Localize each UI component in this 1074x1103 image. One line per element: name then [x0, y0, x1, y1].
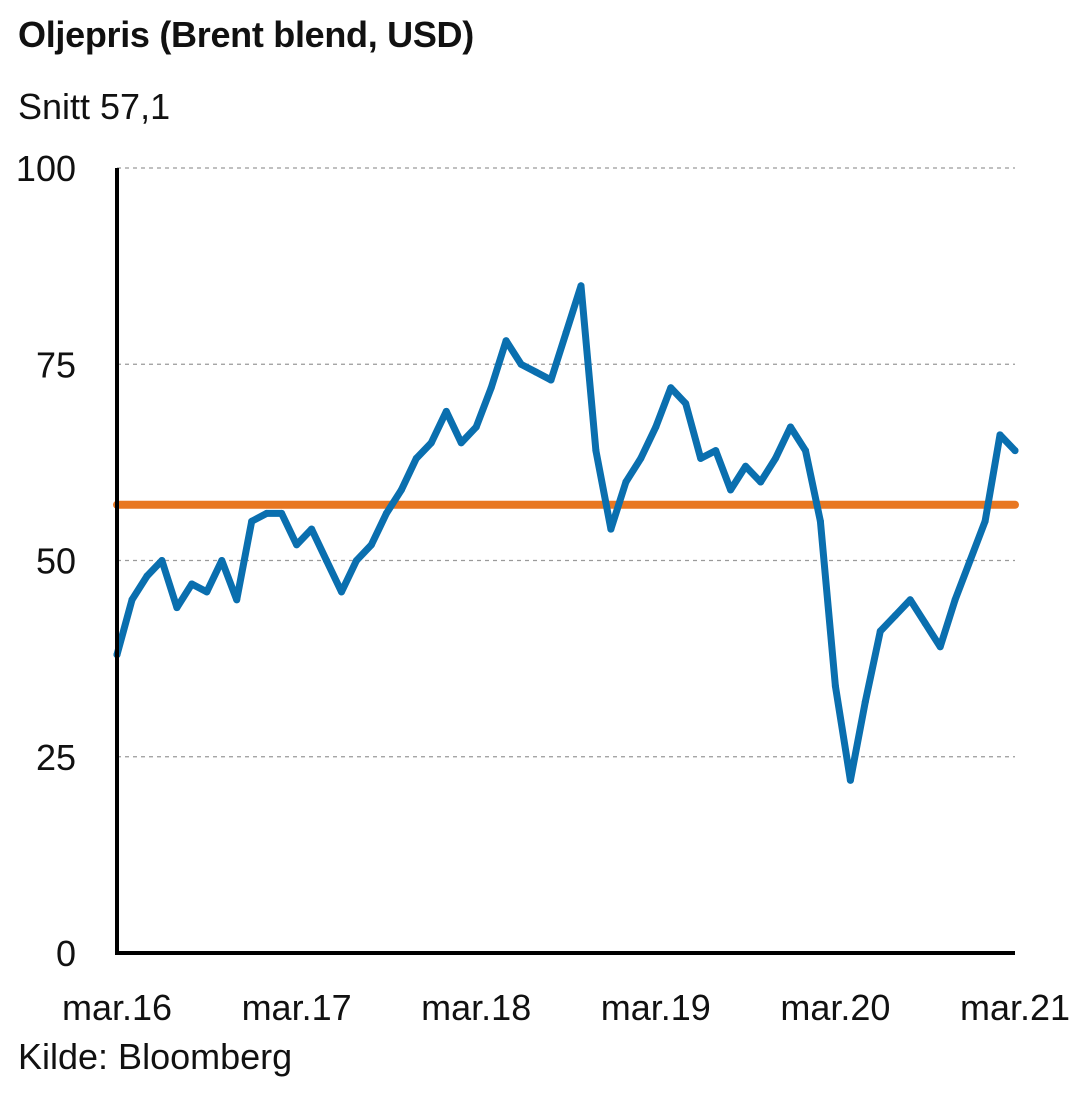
data-point [397, 486, 405, 494]
data-point [427, 439, 435, 447]
data-point [846, 776, 854, 784]
data-point [278, 509, 286, 517]
data-point [802, 447, 809, 455]
data-point [936, 643, 944, 651]
data-point [188, 580, 196, 588]
x-tick-label: mar.17 [242, 987, 352, 1028]
series-group [113, 282, 1019, 784]
data-point [592, 447, 600, 455]
data-point [772, 454, 779, 462]
data-point [263, 509, 271, 517]
y-tick-label: 50 [36, 541, 76, 582]
data-point [742, 462, 750, 470]
data-point [233, 596, 241, 604]
data-point [622, 478, 630, 486]
data-point [1011, 447, 1019, 455]
data-point [457, 439, 465, 447]
data-point [442, 407, 450, 415]
data-point [323, 557, 330, 564]
chart-subtitle-average: Snitt 57,1 [18, 86, 171, 127]
data-point [293, 541, 301, 549]
grid-lines [117, 167, 1015, 758]
data-point [831, 682, 839, 690]
x-axis-ticks: mar.16 mar.17 mar.18 mar.19 mar.20 mar.21 [62, 987, 1070, 1028]
data-point [353, 557, 360, 564]
data-point [637, 454, 645, 462]
y-axis-ticks: 0 25 50 75 100 [16, 148, 76, 974]
data-point [308, 525, 316, 533]
data-point [248, 517, 256, 525]
data-point [727, 486, 735, 494]
x-tick-label: mar.18 [421, 987, 531, 1028]
data-point [981, 517, 989, 525]
data-point [697, 454, 705, 462]
data-point [367, 541, 375, 549]
data-point [607, 525, 615, 533]
y-tick-label: 100 [16, 148, 76, 189]
axes [115, 168, 1015, 955]
x-tick-label: mar.21 [960, 987, 1070, 1028]
data-point [577, 282, 585, 290]
chart-title: Oljepris (Brent blend, USD) [18, 14, 474, 55]
y-tick-label: 0 [56, 933, 76, 974]
brent-price-line [113, 282, 1019, 784]
y-tick-label: 25 [36, 737, 76, 778]
chart-source: Kilde: Bloomberg [18, 1036, 293, 1077]
data-point [532, 368, 540, 376]
data-point [861, 698, 869, 706]
data-point [203, 588, 211, 596]
data-point [517, 360, 525, 368]
data-point [652, 423, 660, 431]
data-point [757, 478, 765, 486]
data-point [682, 400, 690, 407]
data-point [562, 329, 570, 337]
data-point [128, 596, 136, 604]
data-point [338, 588, 345, 596]
data-point [547, 376, 555, 384]
y-tick-label: 75 [36, 344, 76, 385]
data-point [412, 454, 420, 462]
data-point [158, 557, 166, 564]
data-point [487, 384, 495, 392]
data-point [787, 423, 794, 431]
data-point [996, 431, 1004, 439]
data-point [876, 627, 884, 635]
data-point [472, 423, 480, 431]
x-tick-label: mar.16 [62, 987, 172, 1028]
data-point [218, 557, 226, 564]
data-point [816, 517, 824, 525]
data-point [173, 604, 181, 612]
data-point [712, 447, 720, 455]
data-point [891, 612, 899, 619]
x-tick-label: mar.19 [601, 987, 711, 1028]
data-point [667, 384, 675, 392]
data-point [951, 596, 959, 604]
data-point [966, 557, 974, 564]
data-point [921, 619, 929, 627]
data-point [382, 509, 390, 517]
x-tick-label: mar.20 [780, 987, 890, 1028]
data-point [143, 572, 151, 580]
data-point [502, 337, 510, 345]
data-point [906, 596, 914, 604]
